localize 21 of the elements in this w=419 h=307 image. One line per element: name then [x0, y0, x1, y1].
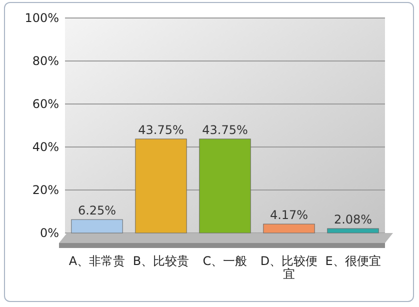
data-label: 43.75%	[138, 122, 184, 137]
y-tick-label: 20%	[32, 183, 59, 197]
y-tick-label: 0%	[40, 226, 59, 240]
x-tick-label: D、比较便宜	[259, 254, 319, 281]
x-tick-label: E、很便宜	[324, 254, 382, 268]
x-tick-label: A、非常贵	[68, 254, 126, 268]
data-label: 2.08%	[334, 212, 372, 227]
data-label: 6.25%	[78, 204, 116, 218]
bar	[135, 138, 187, 234]
y-tick-label: 100%	[24, 11, 59, 25]
y-tick-label: 40%	[32, 140, 59, 154]
x-tick-label: C、一般	[202, 254, 248, 268]
y-tick-label: 80%	[32, 54, 59, 68]
bar	[327, 228, 379, 234]
bar	[263, 224, 315, 234]
bar	[199, 138, 251, 234]
x-tick-label: B、比较贵	[132, 254, 190, 268]
y-tick-label: 60%	[32, 97, 59, 111]
data-label: 4.17%	[270, 208, 308, 222]
bar	[71, 219, 123, 234]
data-label: 43.75%	[202, 122, 248, 137]
